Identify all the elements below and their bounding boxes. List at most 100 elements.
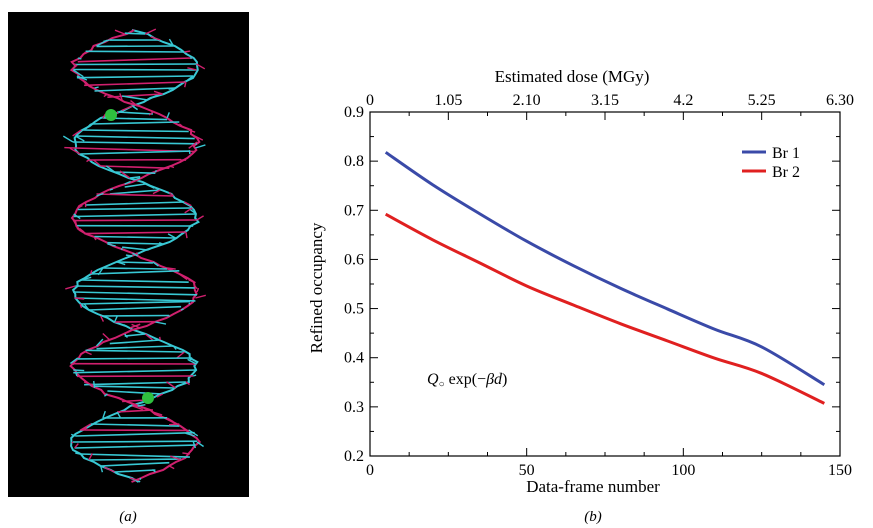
side-group-stick [74, 443, 79, 449]
base-pair-stick [109, 189, 161, 195]
annotation-beta-d: βd [485, 371, 503, 388]
base-pair-stick [90, 270, 180, 275]
side-group-stick [114, 29, 125, 35]
y-tick-label: 0.6 [344, 251, 364, 268]
y-tick-label: 0.2 [344, 448, 364, 465]
side-group-stick [73, 63, 78, 67]
base-pair-stick [75, 431, 195, 437]
side-group-stick [184, 207, 193, 214]
side-group-stick [167, 267, 176, 270]
side-group-stick [159, 336, 161, 341]
base-pair-stick [73, 219, 197, 222]
side-group-stick [182, 452, 191, 455]
side-group-stick [147, 94, 157, 101]
side-group-stick [147, 248, 152, 251]
side-group-stick [184, 81, 187, 88]
base-pair-stick [84, 231, 186, 235]
base-pair-stick [73, 213, 197, 218]
side-group-stick [69, 357, 79, 364]
side-group-stick [145, 183, 155, 189]
side-group-stick [73, 369, 85, 372]
side-group-stick [76, 75, 88, 81]
side-group-stick [85, 351, 92, 356]
top-tick-label: 2.10 [513, 92, 541, 109]
side-group-stick [74, 371, 78, 377]
base-pair-stick [81, 279, 189, 283]
side-group-stick [81, 427, 88, 431]
base-pair-stick [75, 135, 195, 140]
side-group-stick [123, 324, 131, 329]
x-tick-label: 150 [828, 462, 852, 479]
base-pair-stick [84, 81, 186, 87]
side-group-stick [81, 276, 92, 281]
legend-label-br1: Br 1 [772, 145, 800, 162]
base-pair-stick [73, 68, 197, 71]
panel-a: (a) [8, 12, 249, 525]
side-group-stick [84, 123, 92, 131]
plot-frame [369, 111, 841, 457]
side-group-stick [192, 374, 197, 377]
base-pair-stick [100, 165, 170, 169]
side-group-stick [94, 86, 99, 89]
y-tick-label: 0.3 [344, 399, 364, 416]
molecule-background [8, 12, 249, 497]
top-tick-label: 0 [366, 92, 374, 109]
series-line-br2 [384, 212, 825, 405]
side-group-stick [137, 404, 146, 407]
base-pair-stick [88, 305, 182, 311]
side-group-stick [195, 294, 206, 299]
side-group-stick [72, 219, 77, 226]
side-group-stick [73, 213, 81, 220]
side-group-stick [70, 433, 76, 437]
side-group-stick [194, 135, 204, 141]
base-pair-stick [74, 297, 196, 302]
base-pair-stick [100, 461, 170, 467]
side-group-stick [86, 159, 90, 163]
base-pair-stick [107, 241, 163, 245]
side-group-stick [105, 165, 116, 173]
side-group-stick [116, 111, 119, 114]
base-pair-stick [121, 95, 149, 101]
side-group-stick [95, 338, 104, 347]
base-pair-stick [80, 300, 190, 305]
top-tick-label: 1.05 [434, 92, 462, 109]
side-group-stick [185, 231, 188, 239]
side-group-stick [196, 441, 204, 448]
side-group-stick [65, 285, 76, 290]
side-group-stick [187, 358, 197, 365]
side-group-stick [180, 308, 184, 311]
base-pair-stick [124, 183, 146, 188]
side-group-stick [130, 100, 139, 107]
base-pair-stick [90, 121, 180, 125]
y-tick-label: 0.7 [344, 202, 364, 219]
base-pair-stick [85, 349, 185, 353]
side-group-stick [131, 323, 141, 329]
base-pair-stick [72, 440, 198, 443]
side-group-stick [188, 129, 196, 133]
base-pair-stick [77, 57, 193, 63]
side-group-stick [113, 315, 119, 323]
base-pair-stick [117, 261, 153, 264]
side-group-stick [124, 180, 131, 185]
side-group-stick [132, 252, 138, 257]
model-annotation: Q○ exp(−βd) [427, 371, 507, 390]
side-group-stick [114, 396, 123, 401]
side-group-stick [120, 248, 123, 251]
side-group-stick [69, 147, 81, 155]
y-tick-label: 0.9 [344, 104, 364, 121]
side-group-stick [79, 303, 83, 309]
side-group-stick [166, 417, 174, 423]
side-group-stick [189, 209, 197, 215]
side-group-stick [168, 423, 180, 426]
side-group-stick [186, 75, 194, 81]
side-group-stick [194, 285, 198, 290]
base-pair-stick [75, 285, 195, 289]
side-group-stick [188, 279, 196, 284]
side-group-stick [132, 405, 144, 411]
top-axis-ticks: 0 1.05 2.10 3.15 4.2 5.25 6.30 [366, 92, 854, 120]
base-pair-stick [129, 176, 141, 179]
side-group-stick [102, 113, 106, 119]
side-group-stick [90, 270, 93, 275]
annotation-q: Q [427, 371, 439, 388]
